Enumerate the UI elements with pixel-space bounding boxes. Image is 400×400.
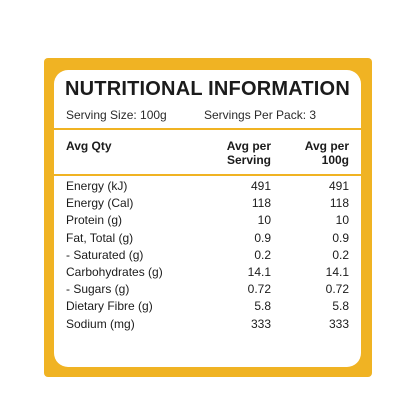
value-per-serving: 0.9 [254,230,271,245]
header-col-100g-line2: 100g [321,153,349,167]
nutrient-name: Dietary Fibre (g) [66,299,153,314]
nutrition-panel: NUTRITIONAL INFORMATION Serving Size: 10… [54,70,361,367]
table-row: - Sugars (g) 0.72 0.72 [54,281,361,298]
nutrient-name: - Saturated (g) [66,247,144,262]
header-col-serving-line1: Avg per [226,139,271,153]
header-label: Avg Qty [66,139,112,153]
table-row: - Saturated (g) 0.2 0.2 [54,247,361,264]
nutrient-name: Energy (kJ) [66,179,128,193]
header-col-100g: Avg per 100g [279,139,349,167]
nutrient-name: Fat, Total (g) [66,230,134,245]
table-row: Energy (kJ) 491 491 [54,178,361,195]
value-per-serving: 0.2 [254,247,271,262]
value-per-100g: 0.2 [332,247,349,262]
table-row: Carbohydrates (g) 14.1 14.1 [54,264,361,281]
value-per-serving: 118 [251,196,271,211]
value-per-100g: 14.1 [325,264,349,279]
table-row: Sodium (mg) 333 333 [54,316,361,333]
nutrient-rows: Energy (kJ) 491 491 Energy (Cal) 118 118… [54,178,361,333]
nutrient-name: Sodium (mg) [66,316,135,331]
table-row: Protein (g) 10 10 [54,212,361,229]
panel-title: NUTRITIONAL INFORMATION [65,78,350,100]
nutrient-name: - Sugars (g) [66,282,130,297]
header-col-serving-line2: Serving [226,153,271,167]
value-per-serving: 0.72 [247,282,271,297]
header-col-serving: Avg per Serving [199,139,271,167]
header-divider [54,128,361,130]
header-col-100g-line1: Avg per [304,139,349,153]
table-row: Energy (Cal) 118 118 [54,195,361,212]
nutrient-name: Energy (Cal) [66,196,134,211]
table-header: Avg Qty Avg per Serving Avg per 100g [54,130,361,174]
servings-per-pack: Servings Per Pack: 3 [204,108,317,122]
value-per-100g: 491 [328,179,349,193]
value-per-100g: 5.8 [332,299,349,314]
value-per-serving: 333 [250,316,271,331]
table-divider [54,174,361,176]
nutrient-name: Protein (g) [66,213,123,228]
value-per-100g: 118 [329,196,349,211]
value-per-serving: 5.8 [254,299,271,314]
table-row: Dietary Fibre (g) 5.8 5.8 [54,298,361,315]
value-per-serving: 14.1 [247,264,271,279]
value-per-100g: 333 [328,316,349,331]
value-per-serving: 10 [257,213,271,228]
table-row: Fat, Total (g) 0.9 0.9 [54,230,361,247]
value-per-serving: 491 [250,179,271,193]
value-per-100g: 0.72 [325,282,349,297]
value-per-100g: 0.9 [332,230,349,245]
nutrient-name: Carbohydrates (g) [66,264,163,279]
value-per-100g: 10 [335,213,349,228]
serving-size: Serving Size: 100g [66,108,167,122]
